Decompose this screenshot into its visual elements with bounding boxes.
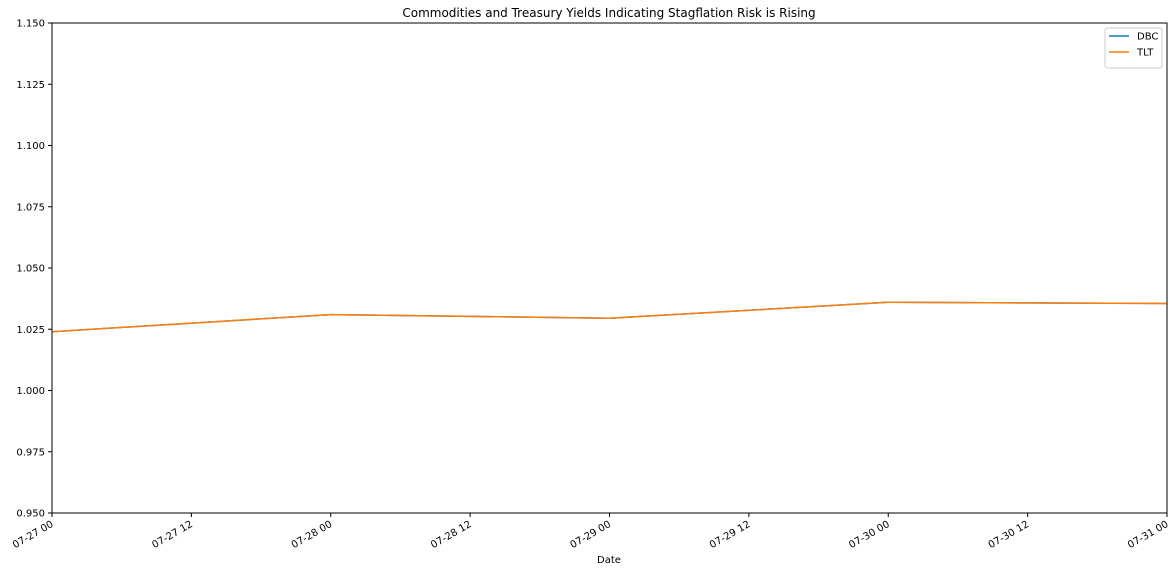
y-axis: 0.950 0.975 1.000 1.025 1.050 1.075 1.100 1.125…	[16, 19, 52, 520]
chart-title: Commodities and Treasury Yields Indicati…	[402, 6, 815, 20]
x-axis-label: Date	[597, 555, 621, 566]
x-axis: 07-27 00 07-27 12 07-28 00 07-28 12 07-29 00…	[11, 513, 1171, 551]
series-layer	[51, 301, 1168, 333]
y-tick-label: 1.000	[16, 386, 45, 397]
plot-area	[52, 23, 1167, 513]
y-tick-label: 1.025	[16, 325, 45, 336]
y-tick-label: 1.150	[16, 19, 45, 30]
y-tick-label: 1.125	[16, 80, 45, 91]
series-line-tlt	[51, 301, 1168, 333]
x-tick-label: 07-29 12	[708, 519, 752, 551]
y-tick-label: 1.075	[16, 202, 45, 213]
legend-box	[1104, 27, 1163, 69]
legend-label: DBC	[1137, 32, 1158, 43]
y-tick-label: 1.050	[16, 264, 45, 275]
x-tick-label: 07-28 12	[429, 519, 473, 551]
x-tick-label: 07-28 00	[290, 519, 334, 551]
legend: DBC TLT	[1104, 27, 1163, 69]
x-tick-label: 07-29 00	[569, 519, 613, 551]
x-tick-label: 07-27 12	[150, 519, 194, 551]
x-tick-label: 07-30 00	[847, 519, 891, 551]
x-tick-label: 07-30 12	[987, 519, 1031, 551]
legend-label: TLT	[1136, 48, 1154, 59]
y-tick-label: 0.975	[16, 447, 45, 458]
plot-frame	[51, 22, 1168, 514]
y-tick-label: 1.100	[16, 141, 45, 152]
y-tick-label: 0.950	[16, 509, 45, 520]
x-tick-label: 07-27 00	[11, 519, 55, 551]
x-tick-label: 07-31 00	[1126, 519, 1170, 551]
